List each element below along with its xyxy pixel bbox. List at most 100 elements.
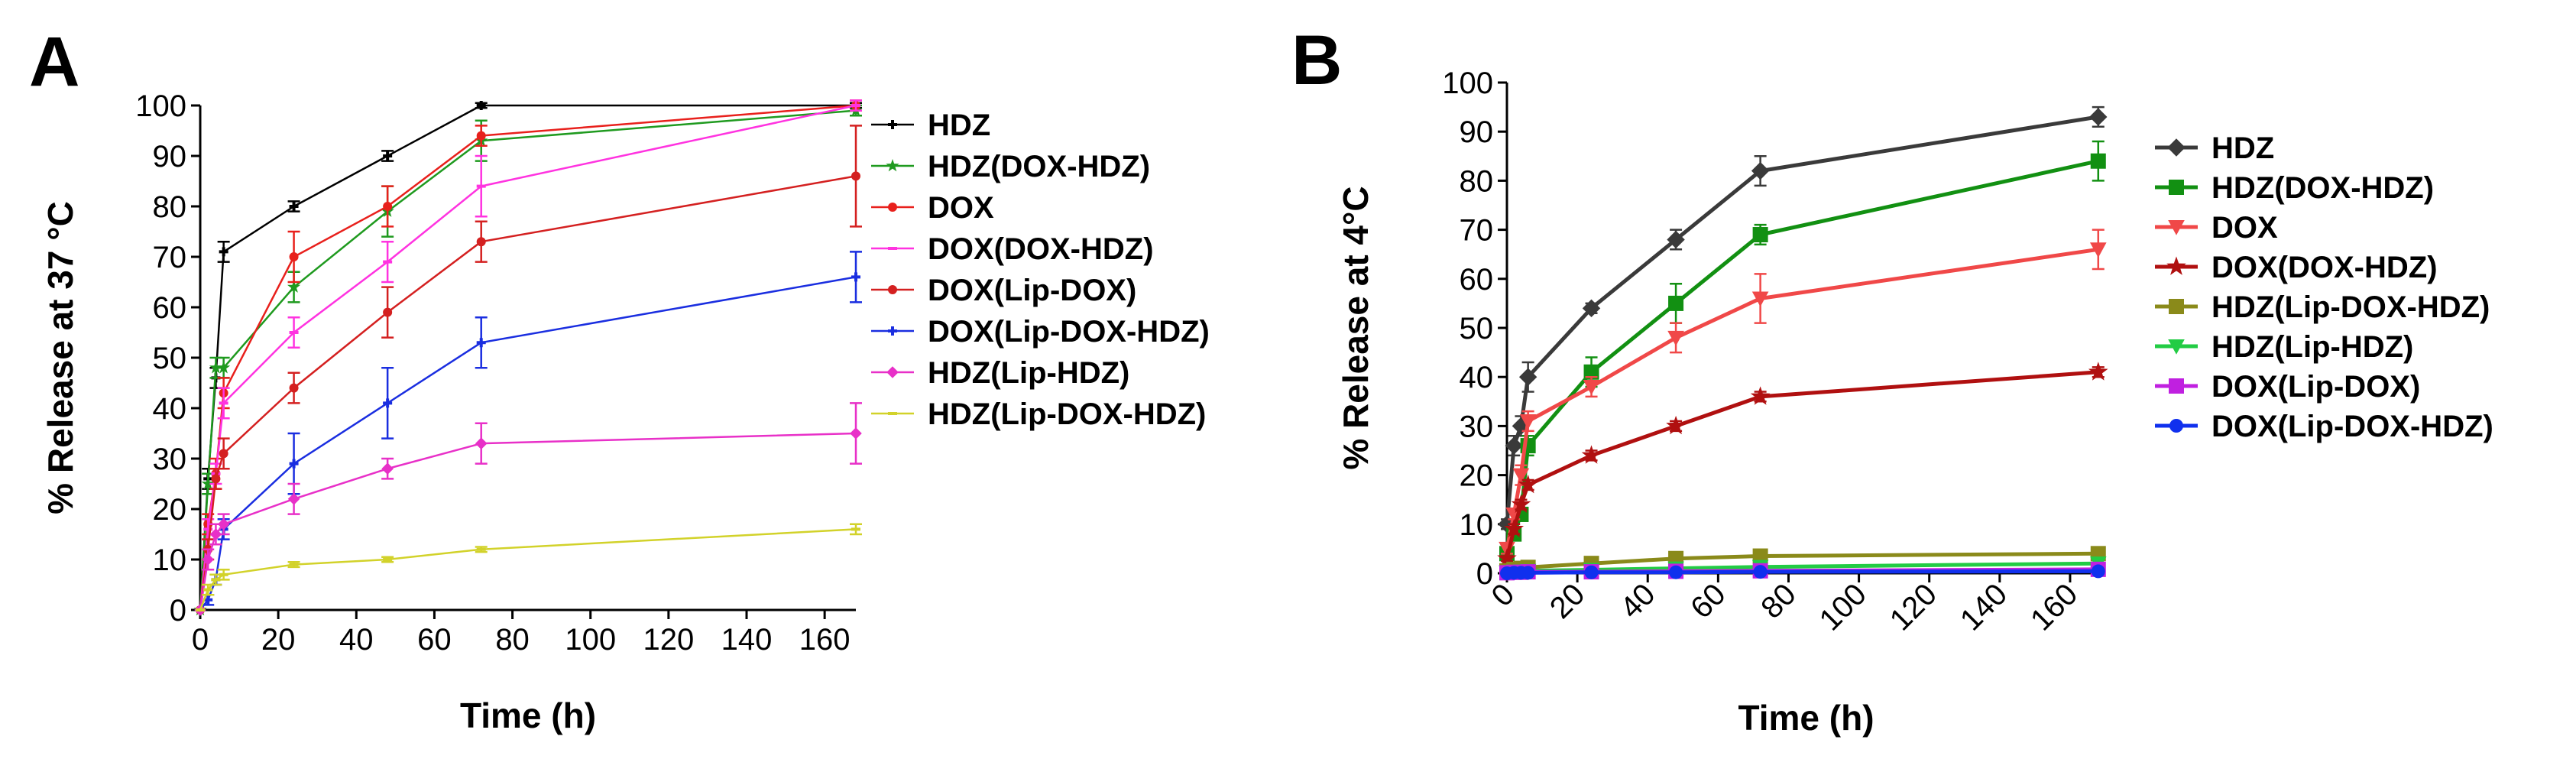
data-point-a-hdz-dox-hdz-4 [287, 280, 301, 293]
y-tick-label-b-50: 50 [1460, 312, 1494, 345]
legend-a: HDZ HDZ(DOX-HDZ) DOX DOX(DOX-HDZ) DOX(Lip-DO… [871, 109, 1210, 431]
x-tick-label-a-120: 120 [643, 623, 694, 657]
y-tick-label-a-10: 10 [153, 543, 187, 577]
data-point-a-dox-lip-dox-3 [219, 449, 228, 459]
data-point-b-dox-dox-hdz-3 [1518, 474, 1538, 494]
legend-swatch-marker-a-hdz-lip-hdz [886, 366, 899, 378]
legend-swatch-marker-a-dox-dox-hdz [888, 247, 897, 250]
data-point-a-dox-dox-hdz-4 [289, 331, 299, 334]
data-point-b-dox-lip-dox-hdz-3 [1521, 566, 1535, 580]
data-point-b-dox-dox-hdz-1 [1504, 518, 1525, 538]
legend-item-a-dox-lip-dox: DOX(Lip-DOX) [871, 274, 1136, 307]
y-tick-label-a-100: 100 [135, 89, 186, 123]
legend-swatch-marker-b-dox [2168, 220, 2185, 235]
legend-label-b-dox: DOX [2211, 211, 2278, 245]
data-point-b-hdz-3 [1518, 368, 1537, 386]
data-point-a-dox-dox-hdz-5 [383, 260, 393, 264]
data-point-b-dox-dox-hdz-7 [2088, 362, 2108, 381]
legend-item-b-dox-dox-hdz: DOX(DOX-HDZ) [2155, 251, 2438, 284]
data-point-a-hdz-lip-dox-hdz-3 [219, 572, 228, 576]
legend-label-a-dox: DOX [928, 191, 994, 225]
data-point-b-dox-dox-hdz-4 [1581, 445, 1602, 464]
data-point-a-dox-dox-hdz-3 [219, 401, 228, 405]
data-point-a-hdz-3 [219, 247, 228, 257]
legend-label-b-hdz-lip-hdz: HDZ(Lip-HDZ) [2211, 330, 2413, 364]
series-a-dox-lip-dox [196, 125, 862, 615]
data-point-a-hdz-lip-dox-hdz-6 [476, 547, 486, 551]
legend-label-a-hdz-lip-dox-hdz: HDZ(Lip-DOX-HDZ) [928, 397, 1206, 431]
x-tick-label-b-160: 160 [2024, 577, 2084, 637]
y-axis-title-a: % Release at 37 °C [41, 201, 80, 514]
y-tick-label-a-30: 30 [153, 443, 187, 476]
data-point-a-hdz-lip-hdz-7 [850, 427, 862, 440]
data-point-a-dox-dox-hdz-7 [851, 104, 860, 107]
chart-a: 0 10 20 30 40 50 60 70 80 90 100 0 20 40 60 80 100 120 140… [41, 89, 1210, 735]
data-point-a-hdz-lip-hdz-2 [209, 528, 222, 540]
series-line-a-hdz-lip-dox-hdz [199, 528, 857, 611]
y-tick-label-b-70: 70 [1460, 214, 1494, 248]
data-point-b-dox-dox-hdz-5 [1666, 415, 1686, 435]
panel-a-letter: A [29, 23, 79, 101]
series-b-hdz-dox-hdz [1499, 140, 2106, 562]
data-point-b-hdz-dox-hdz-5 [1668, 295, 1684, 311]
legend-item-b-dox-lip-dox: DOX(Lip-DOX) [2155, 370, 2420, 404]
data-point-a-dox-lip-dox-hdz-4 [289, 459, 299, 469]
data-point-b-hdz-dox-hdz-7 [2090, 153, 2106, 169]
legend-swatch-marker-a-dox-lip-dox [888, 285, 897, 294]
legend-item-a-dox-dox-hdz: DOX(DOX-HDZ) [871, 232, 1154, 266]
data-point-a-dox-lip-dox-2 [211, 474, 221, 484]
x-axis-title-a: Time (h) [460, 696, 596, 735]
series-a-hdz-lip-hdz [194, 402, 862, 616]
legend-swatch-marker-a-dox [888, 203, 897, 212]
series-line-a-hdz-dox-hdz [199, 109, 857, 611]
y-tick-label-b-20: 20 [1460, 459, 1494, 493]
data-point-a-hdz-lip-hdz-5 [381, 462, 394, 475]
x-tick-label-a-40: 40 [339, 623, 374, 657]
data-point-b-dox-5 [1667, 330, 1684, 346]
series-line-b-dox-dox-hdz [1505, 370, 2098, 560]
legend-label-b-hdz-dox-hdz: HDZ(DOX-HDZ) [2211, 171, 2434, 205]
data-point-b-dox-dox-hdz-2 [1511, 494, 1531, 513]
data-point-b-dox-2 [1512, 468, 1530, 484]
y-tick-label-a-90: 90 [153, 140, 187, 174]
data-point-a-hdz-4 [289, 202, 299, 211]
x-tick-label-b-40: 40 [1614, 577, 1662, 625]
series-a-hdz [196, 101, 862, 615]
x-tick-label-b-100: 100 [1813, 577, 1873, 637]
data-point-a-dox-lip-dox-hdz-6 [476, 338, 486, 348]
y-tick-label-a-70: 70 [153, 241, 187, 274]
data-point-b-dox-lip-dox-hdz-6 [1753, 565, 1768, 579]
data-point-b-dox-lip-dox-hdz-5 [1669, 565, 1683, 579]
data-point-a-hdz-lip-dox-hdz-0 [196, 608, 205, 611]
data-point-a-dox-lip-dox-4 [289, 383, 299, 393]
series-line-b-dox [1505, 247, 2099, 550]
legend-label-a-hdz-lip-hdz: HDZ(Lip-HDZ) [928, 356, 1129, 390]
x-axis-title-b: Time (h) [1738, 698, 1874, 738]
legend-label-a-hdz: HDZ [928, 109, 990, 142]
data-point-b-dox-6 [1751, 291, 1769, 307]
data-point-a-hdz-lip-dox-hdz-1 [203, 588, 213, 592]
legend-swatch-marker-a-hdz [888, 120, 897, 129]
y-tick-label-a-80: 80 [153, 190, 187, 224]
series-line-b-hdz [1505, 115, 2099, 525]
data-point-b-dox-4 [1583, 380, 1600, 395]
data-point-a-dox-5 [383, 202, 393, 211]
y-tick-label-a-0: 0 [170, 594, 186, 628]
legend-swatch-marker-b-hdz-lip-dox-hdz [2169, 299, 2184, 314]
data-point-a-dox-dox-hdz-6 [476, 184, 486, 188]
data-point-a-dox-lip-dox-hdz-7 [851, 272, 860, 282]
legend-item-a-dox: DOX [871, 191, 994, 225]
y-tick-label-a-20: 20 [153, 493, 187, 527]
legend-swatch-marker-b-dox-lip-dox [2169, 378, 2184, 394]
legend-item-b-dox-lip-dox-hdz: DOX(Lip-DOX-HDZ) [2155, 410, 2493, 443]
x-tick-label-b-140: 140 [1954, 577, 2014, 637]
series-b-hdz [1498, 105, 2108, 534]
y-tick-label-b-10: 10 [1460, 508, 1494, 542]
data-point-b-hdz-dox-hdz-6 [1752, 227, 1768, 243]
data-point-b-hdz-5 [1667, 230, 1685, 249]
legend-item-a-hdz-lip-hdz: HDZ(Lip-HDZ) [871, 356, 1129, 390]
x-tick-label-a-60: 60 [417, 623, 452, 657]
data-point-a-hdz-lip-hdz-6 [475, 437, 488, 449]
y-tick-label-b-80: 80 [1460, 164, 1494, 198]
